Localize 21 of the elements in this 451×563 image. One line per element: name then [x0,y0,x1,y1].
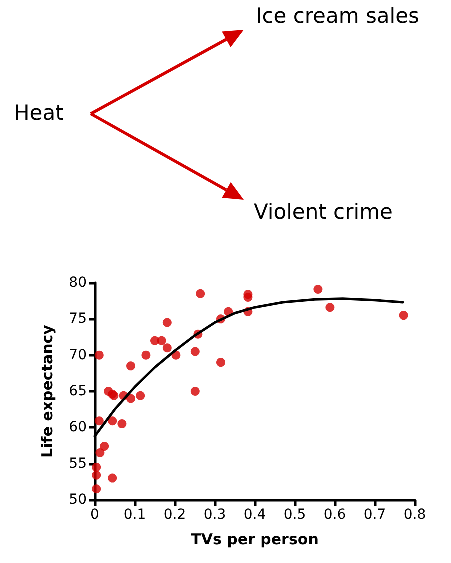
y-axis-title: Life expectancy [38,324,56,458]
x-tick-label: 0.3 [204,507,226,523]
x-tick-label: 0 [90,507,100,523]
x-tick-label: 0.5 [284,507,306,523]
y-tick-label: 70 [69,347,87,364]
text: Heat [14,100,64,126]
text: Ice cream sales [256,3,420,29]
y-tick-label: 75 [69,311,87,328]
y-tick-label: 60 [69,420,87,436]
x-tick-label: 0.1 [124,507,146,523]
x-tick-label: 0.8 [404,507,426,523]
y-tick-label: 80 [69,275,87,291]
y-tick-label: 55 [69,456,87,472]
x-tick-label: 0.7 [364,507,386,523]
x-tick-label: 0.2 [164,507,186,523]
x-tick-label: 0.6 [324,507,346,523]
x-tick-label: 0.4 [244,507,266,523]
y-tick-label: 50 [69,492,87,508]
y-tick-label: 65 [69,384,87,400]
x-axis-title: TVs per person [191,530,319,548]
text: Violent crime [254,199,393,225]
